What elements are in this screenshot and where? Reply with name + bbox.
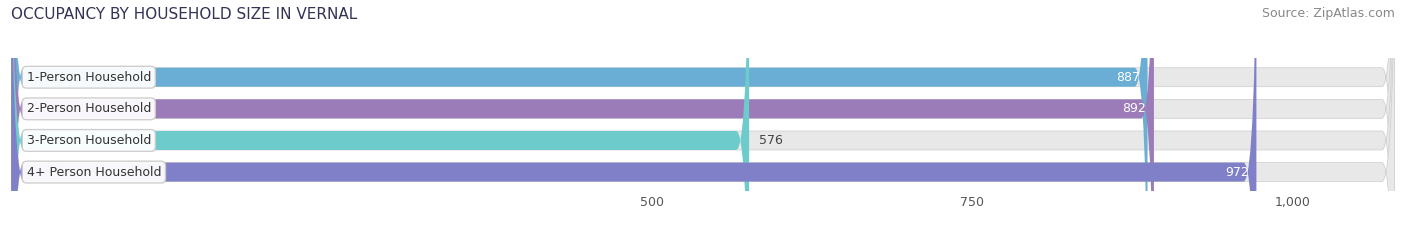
- FancyBboxPatch shape: [11, 0, 749, 233]
- FancyBboxPatch shape: [11, 0, 1154, 233]
- Text: 2-Person Household: 2-Person Household: [27, 102, 150, 115]
- FancyBboxPatch shape: [11, 0, 1257, 233]
- Text: 576: 576: [759, 134, 783, 147]
- FancyBboxPatch shape: [11, 0, 1147, 233]
- FancyBboxPatch shape: [11, 0, 1395, 233]
- FancyBboxPatch shape: [11, 0, 1395, 233]
- Text: 972: 972: [1225, 166, 1249, 178]
- Text: 4+ Person Household: 4+ Person Household: [27, 166, 162, 178]
- Text: 3-Person Household: 3-Person Household: [27, 134, 150, 147]
- Text: 1-Person Household: 1-Person Household: [27, 71, 150, 84]
- Text: OCCUPANCY BY HOUSEHOLD SIZE IN VERNAL: OCCUPANCY BY HOUSEHOLD SIZE IN VERNAL: [11, 7, 357, 22]
- Text: Source: ZipAtlas.com: Source: ZipAtlas.com: [1261, 7, 1395, 20]
- Text: 892: 892: [1122, 102, 1146, 115]
- Text: 887: 887: [1116, 71, 1140, 84]
- FancyBboxPatch shape: [11, 0, 1395, 233]
- FancyBboxPatch shape: [11, 0, 1395, 233]
